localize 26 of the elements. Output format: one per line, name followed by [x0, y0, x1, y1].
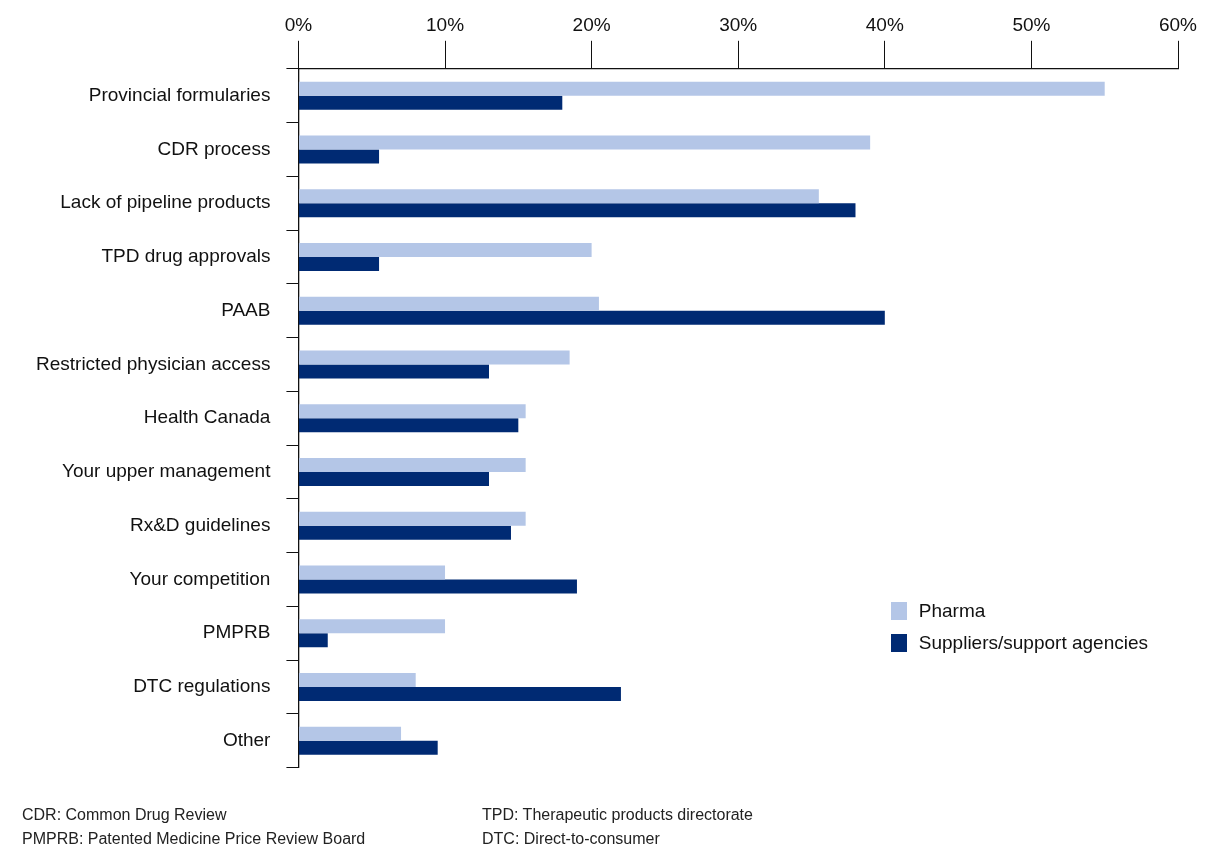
- y-tick-label: PMPRB: [202, 621, 271, 643]
- x-tick-label: 0%: [284, 13, 313, 35]
- text: TPD: Therapeutic products directorate: [482, 806, 754, 824]
- legend-label: Suppliers/support agencies: [918, 632, 1148, 654]
- x-tick-label: 40%: [865, 13, 904, 35]
- y-tick-label: Lack of pipeline products: [60, 191, 271, 213]
- text: CDR: Common Drug Review: [22, 806, 228, 824]
- y-tick-label: Your upper management: [61, 460, 272, 482]
- x-tick-label: 50%: [1012, 13, 1051, 35]
- x-tick-label: 10%: [426, 13, 465, 35]
- y-tick-label: TPD drug approvals: [101, 245, 271, 267]
- y-tick-label: DTC regulations: [133, 675, 271, 697]
- y-tick-label: Your competition: [129, 567, 271, 589]
- y-tick-label: PAAB: [221, 298, 271, 320]
- y-tick-label: Health Canada: [143, 406, 271, 428]
- y-tick-label: Provincial formularies: [88, 83, 271, 105]
- text: PMPRB: Patented Medicine Price Review Board: [22, 830, 367, 848]
- y-tick-label: Other: [222, 728, 272, 750]
- legend-label: Pharma: [918, 600, 986, 622]
- y-tick-label: Restricted physician access: [35, 352, 271, 374]
- text: DTC: Direct-to-consumer: [482, 830, 661, 848]
- y-tick-label: CDR process: [157, 137, 271, 159]
- x-tick-label: 20%: [572, 13, 611, 35]
- x-tick-label: 30%: [719, 13, 758, 35]
- y-tick-label: Rx&D guidelines: [129, 513, 271, 535]
- x-tick-label: 60%: [1158, 13, 1198, 35]
